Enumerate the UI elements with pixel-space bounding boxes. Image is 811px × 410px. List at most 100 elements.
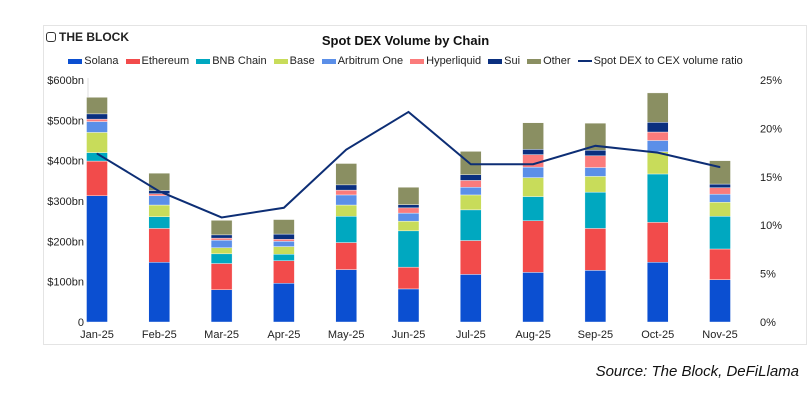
y-left-tick-label: $200bn: [47, 236, 84, 248]
bar-segment-ethereum: [273, 260, 295, 284]
bar-segment-ethereum: [709, 248, 731, 280]
x-tick-label: Mar-25: [204, 329, 239, 341]
bar-segment-base: [148, 204, 171, 217]
x-tick-label: Sep-25: [578, 329, 613, 341]
bar-segment-arbitrum-one: [273, 241, 295, 247]
bar-segment-sui: [584, 149, 607, 157]
bar-segment-solana: [148, 262, 171, 323]
bar-segment-base: [210, 247, 233, 255]
bar-segment-bnb-chain: [273, 254, 295, 261]
bar-segment-arbitrum-one: [397, 212, 420, 222]
bar-segment-sui: [522, 149, 544, 155]
bar-segment-other: [709, 160, 731, 185]
legend-label: Arbitrum One: [337, 55, 404, 67]
y-right-tick-label: 5%: [760, 269, 776, 281]
legend-swatch: [68, 58, 83, 64]
bar-segment-hyperliquid: [647, 131, 669, 141]
bar-segment-hyperliquid: [397, 207, 420, 214]
legend-label: BNB Chain: [212, 55, 267, 67]
legend-label: Base: [289, 55, 315, 67]
bar-segment-ethereum: [86, 160, 108, 196]
bar-segment-arbitrum-one: [522, 166, 544, 178]
bar-segment-other: [273, 219, 295, 235]
legend-item: BNB Chain: [196, 55, 267, 67]
legend: Solana Ethereum BNB Chain Base Arbitrum One H…: [0, 55, 811, 67]
legend-swatch: [527, 58, 542, 64]
bar-segment-arbitrum-one: [647, 140, 669, 152]
y-right-tick-label: 10%: [760, 220, 782, 232]
bar-segment-hyperliquid: [86, 118, 108, 122]
bar-segment-bnb-chain: [335, 216, 357, 243]
bar-segment-bnb-chain: [210, 253, 233, 264]
x-tick-label: Feb-25: [142, 329, 177, 341]
bar-segment-other: [584, 122, 607, 151]
y-left-tick-label: $600bn: [47, 75, 84, 87]
bar-segment-ethereum: [335, 242, 357, 270]
bar-segment-solana: [86, 195, 108, 323]
bar-segment-base: [86, 132, 108, 153]
y-left-tick-label: $400bn: [47, 156, 84, 168]
bar-segment-ethereum: [584, 228, 607, 271]
legend-swatch: [125, 58, 140, 64]
bar-segment-hyperliquid: [709, 187, 731, 195]
bar-segment-other: [86, 97, 108, 115]
bar-segment-solana: [397, 288, 420, 323]
brand-name: THE BLOCK: [59, 30, 129, 44]
bar-segment-solana: [522, 272, 544, 323]
bar-segment-arbitrum-one: [709, 193, 731, 203]
bar-segment-hyperliquid: [335, 189, 357, 196]
bar-segment-ethereum: [522, 220, 544, 273]
bar-segment-other: [522, 122, 544, 150]
x-tick-label: May-25: [328, 329, 365, 341]
ratio-point: [96, 153, 98, 155]
bar-segment-sui: [397, 204, 420, 209]
ratio-point: [657, 152, 659, 154]
bar-segment-ethereum: [647, 222, 669, 263]
bar-segment-arbitrum-one: [210, 239, 233, 248]
ratio-point: [594, 145, 596, 147]
legend-label: Hyperliquid: [426, 55, 482, 67]
bar-segment-arbitrum-one: [584, 167, 607, 177]
bar-segment-other: [335, 163, 357, 186]
x-tick-label: Jan-25: [80, 329, 114, 341]
legend-item: Hyperliquid: [410, 55, 481, 67]
y-left-tick-label: $500bn: [47, 115, 84, 127]
bar-segment-hyperliquid: [273, 239, 295, 242]
bar-segment-base: [335, 204, 357, 217]
ratio-point: [221, 216, 223, 218]
bar-segment-solana: [335, 269, 357, 323]
bar-segment-base: [584, 176, 607, 193]
bar-segment-sui: [335, 184, 357, 191]
bar-segment-base: [709, 202, 731, 217]
bar-segment-bnb-chain: [647, 173, 669, 223]
bar-segment-sui: [647, 122, 669, 133]
legend-label: Ethereum: [141, 55, 190, 67]
legend-label: Other: [543, 55, 571, 67]
bar-segment-base: [522, 177, 544, 197]
y-left-tick-label: $300bn: [47, 196, 84, 208]
bar-segment-solana: [460, 274, 482, 323]
ratio-point: [283, 207, 285, 209]
bar-segment-base: [460, 194, 482, 211]
x-tick-label: Apr-25: [267, 329, 300, 341]
bar-segment-hyperliquid: [584, 155, 607, 168]
y-right-tick-label: 20%: [760, 123, 782, 135]
ratio-point: [408, 111, 409, 113]
y-left-tick-label: 0: [78, 317, 84, 329]
legend-line-swatch: [577, 60, 592, 62]
ratio-point: [345, 149, 347, 151]
chart-frame: [43, 25, 807, 345]
bar-segment-solana: [210, 289, 233, 323]
bar-segment-solana: [584, 270, 607, 323]
bar-segment-bnb-chain: [522, 196, 544, 221]
legend-item: Spot DEX to CEX volume ratio: [577, 55, 743, 67]
bar-segment-bnb-chain: [148, 216, 171, 229]
bar-segment-other: [397, 187, 420, 205]
legend-swatch: [321, 58, 336, 64]
bar-segment-ethereum: [210, 263, 233, 290]
source-note: Source: The Block, DeFiLlama: [595, 363, 799, 380]
y-left-tick-label: $100bn: [47, 277, 84, 289]
legend-item: Solana: [68, 55, 119, 67]
x-tick-label: Jul-25: [456, 329, 486, 341]
